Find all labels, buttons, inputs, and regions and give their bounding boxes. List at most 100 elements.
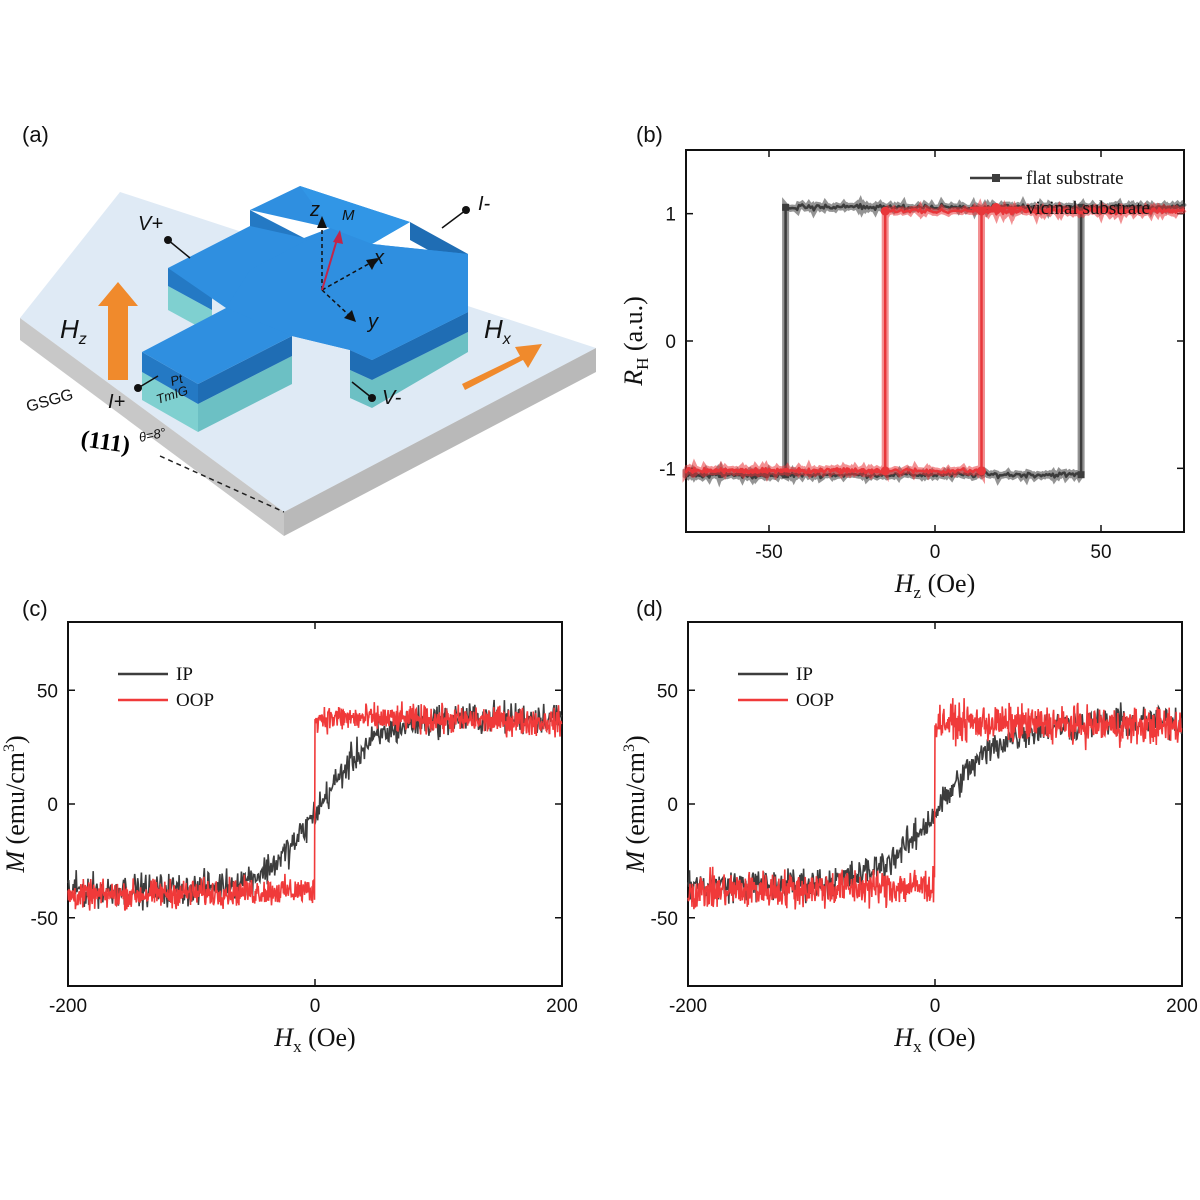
y-axis-title: RH (a.u.): [619, 296, 652, 387]
legend-marker: [992, 174, 1000, 182]
y-tick-label: -1: [659, 459, 676, 480]
series-line-vicinal-substrate: [684, 206, 1185, 475]
data-point: [1077, 471, 1085, 479]
gsgg-label: GSGG: [24, 386, 75, 416]
data-point: [880, 206, 890, 216]
y-tick-label: 0: [667, 795, 678, 816]
hz-label: Hz: [60, 314, 87, 348]
x-axis-title: Hx (Oe): [273, 1023, 355, 1056]
coordinate-axes: [317, 216, 378, 322]
y-axis-title-sub: H: [633, 358, 652, 370]
series-band-vicinal-substrate: [682, 198, 1187, 485]
y-tick-label: -50: [31, 909, 58, 930]
v-plus-label: V+: [138, 213, 163, 235]
pt-side: [198, 336, 292, 404]
data-point: [880, 466, 890, 476]
panel-label-c: (c): [22, 596, 48, 621]
y-axis-title-main: R: [619, 370, 648, 387]
m-vector-arrow: [321, 235, 339, 291]
y-tick-label: 0: [47, 795, 58, 816]
tmig-layer: [198, 356, 292, 432]
y-axis-title-unit: (emu/cm: [621, 752, 650, 851]
x-axis-title-main: H: [894, 569, 915, 598]
x-tick-label: 200: [1166, 996, 1198, 1017]
data-point: [782, 203, 790, 211]
tmig-layer: [142, 372, 198, 432]
x-axis-title-main: H: [893, 1023, 914, 1052]
hall-bar-diagram: z M x y V+ I- V- I+ Pt TmIG GSGG (111) θ…: [20, 186, 596, 536]
chart-c: -200 0 200 -50 0 50 Hx (Oe) M (emu/cm3) IP OOP: [1, 621, 578, 1056]
pt-top: [300, 186, 410, 244]
x-axis-title-sub: x: [913, 1037, 922, 1056]
y-axis-title-main: M: [621, 850, 650, 874]
legend-label: IP: [796, 664, 813, 685]
hz-arrow: [98, 282, 138, 380]
y-axis-title-close: ): [621, 735, 650, 744]
y-tick-label: 50: [37, 681, 58, 702]
orientation-label: (111): [79, 426, 131, 459]
legend-label: OOP: [176, 690, 214, 711]
x-axis-title: Hx (Oe): [893, 1023, 975, 1056]
legend-label: OOP: [796, 690, 834, 711]
y-axis-title: M (emu/cm3): [1, 735, 30, 873]
legend-label: vicinal substrate: [1026, 198, 1150, 219]
x-axis-label: x: [373, 247, 385, 269]
x-axis-title-unit: (Oe): [922, 1023, 976, 1052]
x-tick-label: 0: [930, 996, 941, 1017]
panel-label-a: (a): [22, 122, 49, 147]
x-axis-title-sub: x: [293, 1037, 302, 1056]
x-tick-label: 50: [1090, 542, 1111, 563]
hall-cross: [142, 186, 468, 432]
series-line-OOP: [67, 701, 563, 911]
angle-label: θ=8°: [138, 425, 168, 445]
hx-arrow: [462, 344, 542, 390]
y-axis-title-unit: (emu/cm: [1, 752, 30, 851]
x-tick-label: 0: [930, 542, 941, 563]
y-axis-title-sup: 3: [1, 744, 18, 752]
tmig-layer: [372, 332, 468, 408]
series-line-OOP: [687, 698, 1183, 910]
chart-d: -200 0 200 -50 0 50 Hx (Oe) M (emu/cm3) IP OOP: [621, 621, 1198, 1056]
x-tick-label: -200: [669, 996, 707, 1017]
y-axis-title-close: ): [1, 735, 30, 744]
i-minus-label: I-: [478, 193, 491, 215]
series-band-flat-substrate: [682, 195, 1187, 488]
y-tick-label: 50: [657, 681, 678, 702]
x-axis-title-unit: (Oe): [921, 569, 975, 598]
legend-marker: [991, 203, 1001, 213]
data-point: [976, 466, 986, 476]
y-axis-title-unit: (a.u.): [619, 296, 648, 357]
y-tick-label: 0: [665, 332, 676, 353]
x-tick-label: 0: [310, 996, 321, 1017]
panel-label-b: (b): [636, 122, 663, 147]
x-tick-label: -200: [49, 996, 87, 1017]
legend-label: flat substrate: [1026, 168, 1124, 189]
m-vector-label: M: [342, 207, 355, 224]
pt-side: [372, 312, 468, 380]
i-plus-label: I+: [108, 391, 125, 413]
x-axis-title-main: H: [273, 1023, 294, 1052]
y-tick-label: -50: [651, 909, 678, 930]
x-axis-title-unit: (Oe): [302, 1023, 356, 1052]
x-axis-title-sub: z: [914, 583, 922, 602]
hx-label: Hx: [484, 314, 512, 348]
substrate-top: [20, 192, 596, 512]
substrate-side-right: [284, 348, 596, 536]
pt-top: [226, 228, 468, 360]
y-axis-label: y: [366, 311, 379, 333]
z-axis-label: z: [309, 199, 320, 221]
vicinal-angle-line: [159, 455, 285, 513]
x-tick-label: -50: [755, 542, 782, 563]
y-axis-title-sup: 3: [621, 744, 638, 752]
x-axis-title: Hz (Oe): [894, 569, 975, 602]
v-minus-label: V-: [382, 387, 402, 409]
pt-side: [168, 268, 212, 310]
legend-label: IP: [176, 664, 193, 685]
panel-label-d: (d): [636, 596, 663, 621]
x-tick-label: 200: [546, 996, 578, 1017]
y-axis-title: M (emu/cm3): [621, 735, 650, 873]
pt-side: [142, 352, 198, 404]
y-axis-title-main: M: [1, 850, 30, 874]
